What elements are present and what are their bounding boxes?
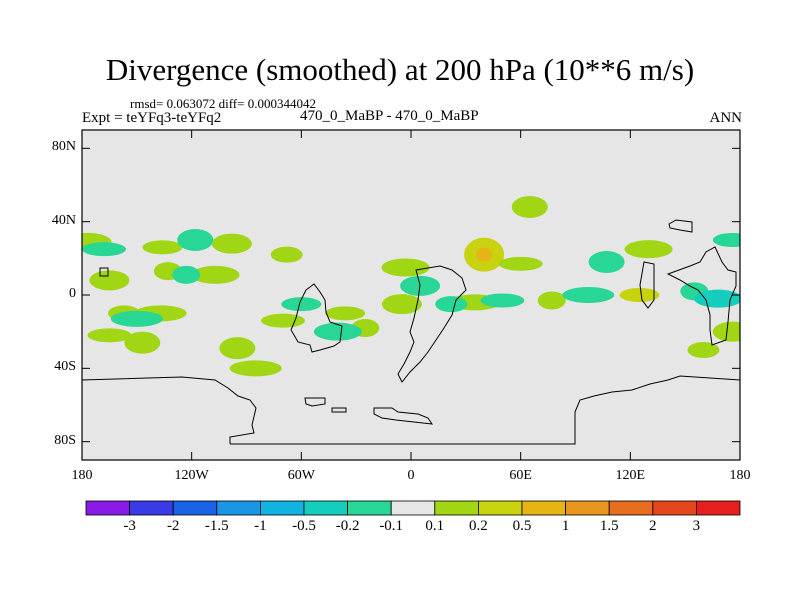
lon-tick-label: 0 [407, 468, 415, 483]
divergence-region [219, 337, 256, 360]
convergence-region [313, 322, 362, 341]
colorbar-swatch [434, 500, 479, 516]
experiment-label: Expt = teYFq3-teYFq2 [82, 110, 222, 126]
convergence-region [562, 287, 615, 303]
coast-fragment [331, 407, 347, 413]
africa-coastline [397, 265, 467, 383]
convergence-region [281, 297, 322, 312]
colorbar-swatch [216, 500, 261, 516]
convergence-region [110, 310, 163, 327]
axis-ticks [81, 130, 741, 460]
south-america-coastline [290, 283, 343, 353]
colorbar-label: -2 [166, 518, 180, 534]
divergence-region [124, 331, 161, 354]
convergence-region [694, 289, 740, 308]
convergence-region [480, 293, 525, 308]
coast-fragment [668, 219, 693, 233]
divergence-region [687, 342, 720, 358]
colorbar-label: -0.1 [379, 518, 404, 534]
colorbar-label: -0.5 [292, 518, 316, 534]
lon-tick-label: 180 [71, 468, 93, 483]
colorbar-swatch [259, 500, 305, 516]
coast-fragment [373, 407, 434, 425]
colorbar-swatch [303, 500, 348, 516]
lat-tick-label: 40N [51, 212, 76, 228]
divergence-region [87, 328, 132, 343]
lat-tick-label: 80S [54, 432, 76, 448]
map-title: Divergence (smoothed) at 200 hPa (10**6 … [105, 52, 695, 87]
colorbar-swatch [477, 500, 523, 516]
divergence-region [537, 291, 566, 310]
divergence-region [142, 240, 183, 255]
lon-tick-label: 120W [174, 468, 209, 483]
colorbar-label: -1.5 [204, 518, 229, 534]
colorbar-swatch [696, 500, 741, 516]
divergence-region [498, 256, 543, 271]
convergence-region [588, 251, 625, 273]
divergence-region [619, 288, 660, 302]
divergence-core [476, 247, 493, 262]
colorbar-swatch [129, 500, 174, 516]
convergence-region [82, 242, 126, 257]
divergence-field [82, 196, 740, 377]
lon-tick-label: 60W [287, 468, 315, 483]
divergence-region [381, 294, 422, 315]
continent-outlines [82, 219, 740, 445]
lat-tick-label: 80N [51, 139, 76, 155]
divergence-region [270, 246, 303, 263]
convergence-region [177, 229, 214, 251]
lat-tick-label: 0 [69, 286, 76, 301]
colorbar-label: -0.2 [335, 518, 360, 534]
divergence-region [511, 196, 548, 218]
divergence-region [261, 313, 306, 328]
coast-fragment [304, 397, 326, 407]
australia-coastline [666, 246, 737, 346]
colorbar-label: 1 [561, 518, 570, 534]
colorbar-swatch [390, 500, 436, 516]
colorbar-swatch [652, 500, 697, 516]
colorbar-label: 0.5 [512, 518, 532, 534]
convergence-region [172, 265, 201, 284]
case-label: 470_0_MaBP - 470_0_MaBP [300, 108, 479, 124]
colorbar-label: -1 [254, 518, 267, 534]
colorbar-swatch [565, 500, 610, 516]
convergence-region [435, 296, 468, 313]
colorbar-label: 1.5 [599, 518, 619, 534]
convergence-region [712, 233, 740, 247]
divergence-region [211, 233, 252, 254]
asia-coastline [639, 261, 655, 309]
colorbar-swatch [172, 500, 218, 516]
colorbar-swatch [521, 500, 566, 516]
divergence-region [229, 360, 282, 377]
lat-tick-label: 40S [54, 359, 76, 375]
antarctica-coastline [82, 375, 740, 445]
divergence-region [191, 265, 240, 284]
colorbar-swatch [85, 500, 130, 516]
divergence-region [381, 258, 430, 277]
colorbar-swatch [347, 500, 392, 516]
divergence-region [712, 321, 740, 342]
divergence-region [325, 306, 366, 321]
colorbar-label: -3 [123, 518, 136, 534]
lon-tick-label: 180 [729, 468, 751, 483]
colorbar-label: 0.2 [469, 518, 488, 534]
colorbar-label: 2 [649, 518, 657, 534]
stats-text: rmsd= 0.063072 diff= 0.000344042 [130, 96, 316, 111]
divergence-region [89, 270, 130, 291]
divergence-region [624, 240, 673, 259]
colorbar-label: 0.1 [425, 518, 445, 534]
season-label: ANN [709, 110, 743, 126]
colorbar [85, 500, 741, 516]
lon-tick-label: 60E [509, 468, 532, 483]
lon-tick-label: 120E [615, 468, 646, 483]
coast-fragment [99, 267, 109, 277]
colorbar-swatch [608, 500, 654, 516]
colorbar-label: 3 [692, 518, 701, 534]
